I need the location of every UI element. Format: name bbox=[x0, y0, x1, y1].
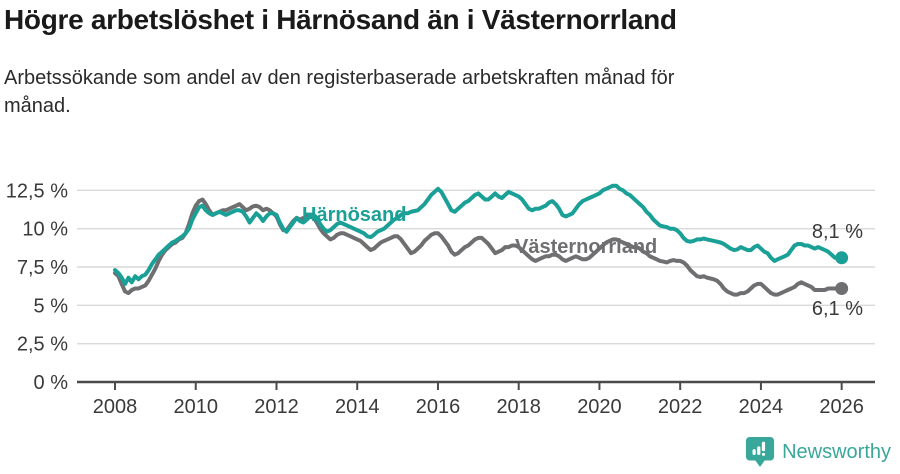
y-axis-tick-label: 0 % bbox=[34, 372, 69, 394]
x-axis-tick-label: 2022 bbox=[658, 396, 703, 418]
x-axis-tick-label: 2012 bbox=[254, 396, 299, 418]
y-axis-tick-label: 7,5 % bbox=[17, 257, 68, 279]
line-chart: 0 % 2,5 % 5 % 7,5 % 10 % 12,5 % 2008 2010 2012 20… bbox=[6, 180, 875, 418]
bar-tall bbox=[757, 446, 761, 455]
exclamation-bar bbox=[761, 441, 766, 452]
end-dot-västernorrland bbox=[835, 281, 849, 295]
exclamation-dot bbox=[761, 452, 766, 456]
series-line-västernorrland bbox=[113, 197, 844, 297]
y-axis-tick-label: 12,5 % bbox=[6, 180, 68, 202]
annotation-vasternorrland-latest: 6,1 % bbox=[812, 298, 863, 320]
chart-labels: Härnösand Västernorrland 8,1 % 6,1 % bbox=[302, 204, 863, 320]
brand-name: Newsworthy bbox=[782, 441, 891, 463]
x-axis-tick-label: 2010 bbox=[173, 396, 218, 418]
bar-short bbox=[752, 449, 756, 455]
series-label-vasternorrland: Västernorrland bbox=[515, 236, 657, 258]
chart-grid: 0 % 2,5 % 5 % 7,5 % 10 % 12,5 % 2008 2010 2012 20… bbox=[6, 180, 875, 418]
x-axis-tick-label: 2020 bbox=[577, 396, 622, 418]
x-axis-tick-label: 2018 bbox=[496, 396, 541, 418]
y-axis-tick-label: 5 % bbox=[34, 295, 69, 317]
annotation-harnosand-latest: 8,1 % bbox=[812, 221, 863, 243]
chart-series bbox=[113, 183, 849, 297]
newsworthy-icon bbox=[746, 437, 775, 468]
y-axis-tick-label: 2,5 % bbox=[17, 334, 68, 356]
x-axis-tick-label: 2016 bbox=[416, 396, 461, 418]
series-line-härnösand bbox=[113, 183, 844, 286]
series-label-harnosand: Härnösand bbox=[302, 204, 406, 226]
newsworthy-logo: Newsworthy bbox=[745, 436, 891, 469]
x-axis-tick-label: 2014 bbox=[335, 396, 380, 418]
chart-subtitle: Arbetssökande som andel av den registerb… bbox=[4, 67, 675, 118]
y-axis-tick-label: 10 % bbox=[22, 219, 68, 241]
end-dot-härnösand bbox=[835, 251, 849, 265]
x-axis-tick-label: 2024 bbox=[739, 396, 784, 418]
page-title: Högre arbetslöshet i Härnösand än i Väst… bbox=[4, 4, 677, 35]
x-axis-tick-label: 2026 bbox=[819, 396, 864, 418]
x-axis-tick-label: 2008 bbox=[93, 396, 138, 418]
